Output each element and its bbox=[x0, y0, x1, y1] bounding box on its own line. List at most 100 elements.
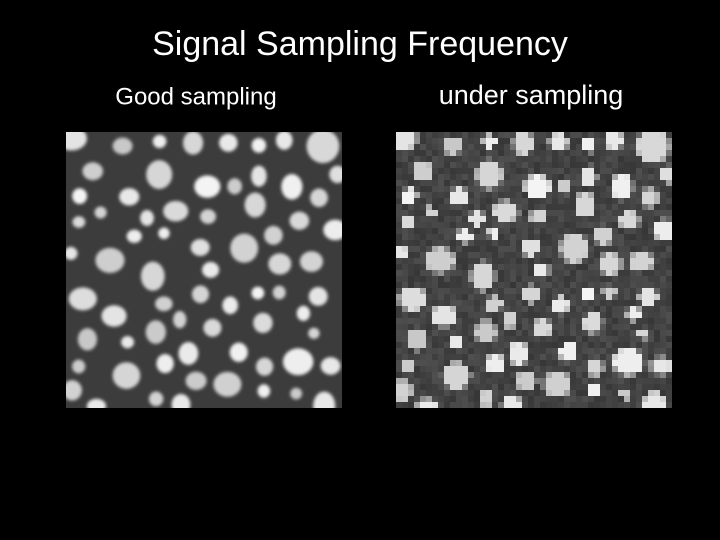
pixel bbox=[444, 240, 450, 246]
pixel bbox=[492, 132, 498, 138]
blob bbox=[72, 359, 86, 374]
pixel bbox=[402, 156, 408, 162]
pixel bbox=[618, 132, 624, 138]
pixel bbox=[426, 258, 432, 264]
pixel bbox=[480, 312, 486, 318]
pixel bbox=[396, 318, 402, 324]
pixel bbox=[450, 336, 456, 342]
pixel bbox=[498, 150, 504, 156]
pixel bbox=[510, 282, 516, 288]
pixel bbox=[444, 354, 450, 360]
pixel bbox=[486, 162, 492, 168]
pixel bbox=[600, 384, 606, 390]
pixel bbox=[408, 330, 414, 336]
pixel bbox=[408, 342, 414, 348]
pixel bbox=[552, 402, 558, 408]
pixel bbox=[612, 216, 618, 222]
pixel bbox=[642, 396, 648, 402]
pixel bbox=[450, 288, 456, 294]
pixel bbox=[636, 162, 642, 168]
pixel bbox=[564, 264, 570, 270]
pixel bbox=[642, 372, 648, 378]
pixel bbox=[534, 318, 540, 324]
pixel bbox=[522, 330, 528, 336]
pixel bbox=[486, 360, 492, 366]
pixel bbox=[444, 300, 450, 306]
pixel bbox=[534, 216, 540, 222]
pixel bbox=[516, 378, 522, 384]
pixel bbox=[576, 342, 582, 348]
pixel bbox=[468, 234, 474, 240]
pixel bbox=[516, 186, 522, 192]
pixel bbox=[612, 342, 618, 348]
pixel bbox=[426, 192, 432, 198]
pixel bbox=[414, 156, 420, 162]
pixel bbox=[426, 246, 432, 252]
pixel bbox=[408, 210, 414, 216]
pixel bbox=[552, 150, 558, 156]
pixel bbox=[660, 198, 666, 204]
pixel bbox=[576, 366, 582, 372]
pixel bbox=[438, 330, 444, 336]
pixel bbox=[432, 306, 438, 312]
pixel bbox=[618, 402, 624, 408]
blob bbox=[112, 362, 141, 389]
pixel bbox=[462, 354, 468, 360]
pixel bbox=[594, 138, 600, 144]
pixel bbox=[438, 150, 444, 156]
pixel bbox=[642, 384, 648, 390]
pixel bbox=[582, 186, 588, 192]
pixel bbox=[654, 336, 660, 342]
pixel bbox=[660, 138, 666, 144]
pixel bbox=[504, 180, 510, 186]
pixel bbox=[600, 192, 606, 198]
pixel bbox=[576, 402, 582, 408]
pixel bbox=[522, 390, 528, 396]
pixel bbox=[402, 354, 408, 360]
pixel bbox=[498, 204, 504, 210]
pixel bbox=[636, 222, 642, 228]
pixel bbox=[642, 228, 648, 234]
pixel bbox=[522, 132, 528, 138]
pixel bbox=[600, 204, 606, 210]
pixel bbox=[438, 306, 444, 312]
pixel bbox=[432, 180, 438, 186]
pixel bbox=[570, 246, 576, 252]
pixel bbox=[486, 264, 492, 270]
pixel bbox=[492, 330, 498, 336]
pixel bbox=[666, 186, 672, 192]
pixel bbox=[510, 168, 516, 174]
pixel bbox=[402, 228, 408, 234]
pixel bbox=[462, 390, 468, 396]
pixel bbox=[588, 198, 594, 204]
pixel bbox=[660, 348, 666, 354]
pixel bbox=[462, 402, 468, 408]
pixel bbox=[546, 378, 552, 384]
pixel bbox=[474, 192, 480, 198]
pixel bbox=[474, 312, 480, 318]
pixel bbox=[534, 132, 540, 138]
blob bbox=[272, 285, 286, 300]
pixel bbox=[618, 360, 624, 366]
pixel bbox=[408, 162, 414, 168]
pixel bbox=[636, 342, 642, 348]
pixel bbox=[582, 282, 588, 288]
pixel bbox=[600, 300, 606, 306]
pixel bbox=[594, 336, 600, 342]
pixel bbox=[558, 342, 564, 348]
pixel bbox=[504, 168, 510, 174]
pixel bbox=[648, 300, 654, 306]
pixel bbox=[600, 366, 606, 372]
pixel bbox=[612, 384, 618, 390]
pixel bbox=[552, 384, 558, 390]
pixel bbox=[666, 324, 672, 330]
pixel bbox=[474, 144, 480, 150]
pixel bbox=[558, 162, 564, 168]
pixel bbox=[510, 192, 516, 198]
blob bbox=[140, 210, 154, 226]
pixel bbox=[546, 396, 552, 402]
pixel bbox=[492, 162, 498, 168]
pixel bbox=[606, 372, 612, 378]
pixel bbox=[558, 270, 564, 276]
pixel bbox=[528, 360, 534, 366]
